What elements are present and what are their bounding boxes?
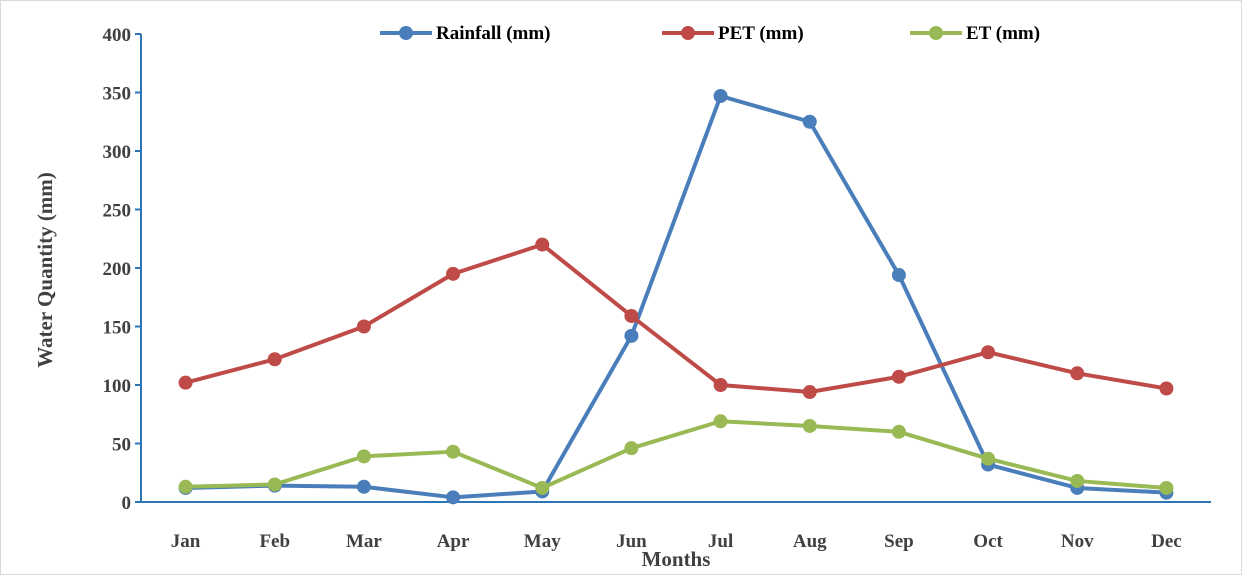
data-point [891,424,906,439]
data-point [178,375,193,390]
y-tick-label: 250 [103,201,132,222]
data-point [356,319,371,334]
x-tick-label: Jan [171,531,201,552]
data-point [1159,480,1174,495]
x-axis-title: Months [642,547,711,571]
y-tick-label: 50 [112,435,131,456]
data-point [981,451,996,466]
data-point [1070,366,1085,381]
y-tick-label: 200 [103,259,132,280]
data-point [1070,473,1085,488]
y-axis-title: Water Quantity (mm) [33,172,57,368]
series-line [185,242,1167,395]
x-tick-label: Mar [346,531,382,552]
x-tick-label: Feb [259,531,290,552]
data-point [446,490,461,505]
data-point [713,378,728,392]
x-tick-label: Jun [616,531,647,552]
x-tick-label: Sep [884,531,914,552]
data-point [713,414,728,429]
data-point [802,418,817,433]
data-point [446,266,461,281]
x-tick-labels: Jan Feb Mar Apr May Jun Jul Aug Sep Oct Nov Dec [171,531,1182,552]
data-point [891,369,906,384]
x-tick-label: Dec [1151,531,1182,552]
data-point [446,444,461,459]
data-point [178,479,193,494]
series-group [178,89,1174,505]
y-tick-label: 400 [103,25,132,46]
data-point [891,268,906,283]
legend-marker [399,26,413,40]
legend-label: ET (mm) [966,23,1040,44]
data-point [624,441,639,456]
y-tick-label: 0 [122,493,132,514]
data-point [1159,381,1174,396]
data-point [356,449,371,464]
series-line [185,419,1167,490]
x-tick-label: Aug [793,531,827,552]
y-tick-label: 350 [103,84,132,105]
x-tick-label: Nov [1061,531,1094,552]
legend-marker [681,26,695,40]
data-point [624,328,639,343]
legend-label: Rainfall (mm) [436,23,551,44]
series-line [185,94,1167,500]
data-point [356,479,371,494]
data-point [535,237,550,252]
y-tick-label: 300 [103,142,132,163]
data-point [713,89,728,104]
y-tick-label: 100 [103,376,132,397]
y-tick-marks [135,33,141,503]
legend-marker [929,26,943,40]
data-point [267,477,282,492]
legend-label: PET (mm) [718,23,804,44]
data-point [802,385,817,400]
y-tick-label: 150 [103,318,132,339]
data-point [981,345,996,360]
x-tick-label: Jul [708,531,733,552]
x-tick-label: May [524,531,561,552]
data-point [624,308,639,323]
data-point [535,480,550,495]
y-tick-labels: 0 50 100 150 200 250 300 350 400 [103,25,132,514]
data-point [267,352,282,367]
x-tick-label: Apr [437,531,470,552]
x-tick-label: Oct [973,531,1003,552]
legend: Rainfall (mm) PET (mm) ET (mm) [380,23,1040,44]
data-point [802,114,817,129]
